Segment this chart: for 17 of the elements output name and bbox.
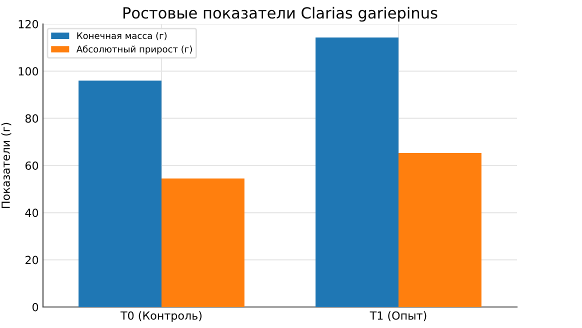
y-tick-label: 40 [25,208,38,218]
x-tick-label: T1 (Опыт) [370,311,426,322]
legend-label: Абсолютный прирост (г) [76,45,192,54]
legend-label: Конечная масса (г) [77,32,167,40]
y-tick-label: 80 [25,114,38,123]
bar [316,37,398,307]
bar [78,80,162,307]
bar [162,178,244,307]
bar [398,153,482,307]
y-tick-label: 120 [18,20,38,28]
y-tick-label: 20 [26,256,38,264]
y-axis-title: Показатели (г) [1,122,12,208]
y-tick-label: 100 [18,67,38,76]
y-tick-label: 60 [25,161,38,170]
y-tick-label: 0 [32,302,38,312]
x-tick-label: T0 (Контроль) [120,311,202,322]
chart-title: Ростовые показатели Clarias gariepinus [123,6,438,22]
